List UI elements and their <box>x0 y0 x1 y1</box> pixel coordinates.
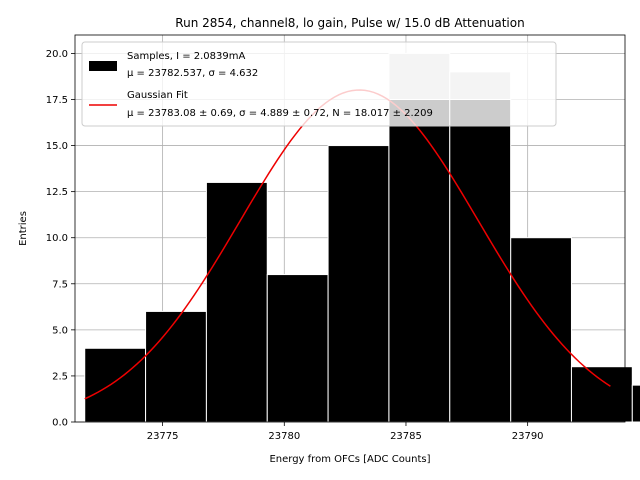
y-axis-ticks: 0.0 2.5 5.0 7.5 10.0 12.5 15.0 17.5 20.0 <box>46 49 75 429</box>
legend: Samples, I = 2.0839mA μ = 23782.537, σ =… <box>81 41 557 127</box>
legend-samples-swatch <box>89 61 117 71</box>
y-tick-label: 5.0 <box>52 325 68 336</box>
y-tick-label: 20.0 <box>46 49 68 60</box>
histogram-bar <box>327 145 390 423</box>
x-axis-ticks: 23775 23780 23785 23790 <box>147 422 544 442</box>
y-tick-label: 0.0 <box>52 418 68 429</box>
histogram-bar <box>570 366 633 423</box>
histogram-bar-core <box>388 99 451 423</box>
plot-frame <box>74 34 626 423</box>
x-tick-label: 23790 <box>512 431 544 442</box>
y-tick-label: 12.5 <box>46 187 68 198</box>
histogram-bar <box>145 310 207 423</box>
histogram-bar <box>631 384 640 423</box>
histogram-bar <box>205 181 268 423</box>
legend-fit-stats: μ = 23783.08 ± 0.69, σ = 4.889 ± 0.72, N… <box>127 108 433 119</box>
y-axis-label: Entries <box>18 211 29 246</box>
histogram-bar <box>266 274 329 423</box>
y-tick-label: 15.0 <box>46 141 68 152</box>
histogram-bar <box>510 237 572 423</box>
chart-title: Run 2854, channel8, lo gain, Pulse w/ 15… <box>175 16 524 30</box>
legend-fit-label: Gaussian Fit <box>127 90 188 101</box>
histogram-bars <box>84 52 640 423</box>
histogram-bar <box>84 347 147 423</box>
x-axis-label: Energy from OFCs [ADC Counts] <box>269 454 430 465</box>
y-tick-label: 7.5 <box>52 279 68 290</box>
y-tick-label: 2.5 <box>52 371 68 382</box>
legend-samples-label: Samples, I = 2.0839mA <box>127 51 245 62</box>
legend-samples-stats: μ = 23782.537, σ = 4.632 <box>127 68 258 79</box>
x-tick-label: 23785 <box>390 431 422 442</box>
x-tick-label: 23775 <box>147 431 179 442</box>
legend-box <box>81 41 557 127</box>
x-tick-label: 23780 <box>268 431 300 442</box>
histogram-bar-core <box>449 99 512 423</box>
y-tick-label: 17.5 <box>46 95 68 106</box>
y-tick-label: 10.0 <box>46 233 68 244</box>
